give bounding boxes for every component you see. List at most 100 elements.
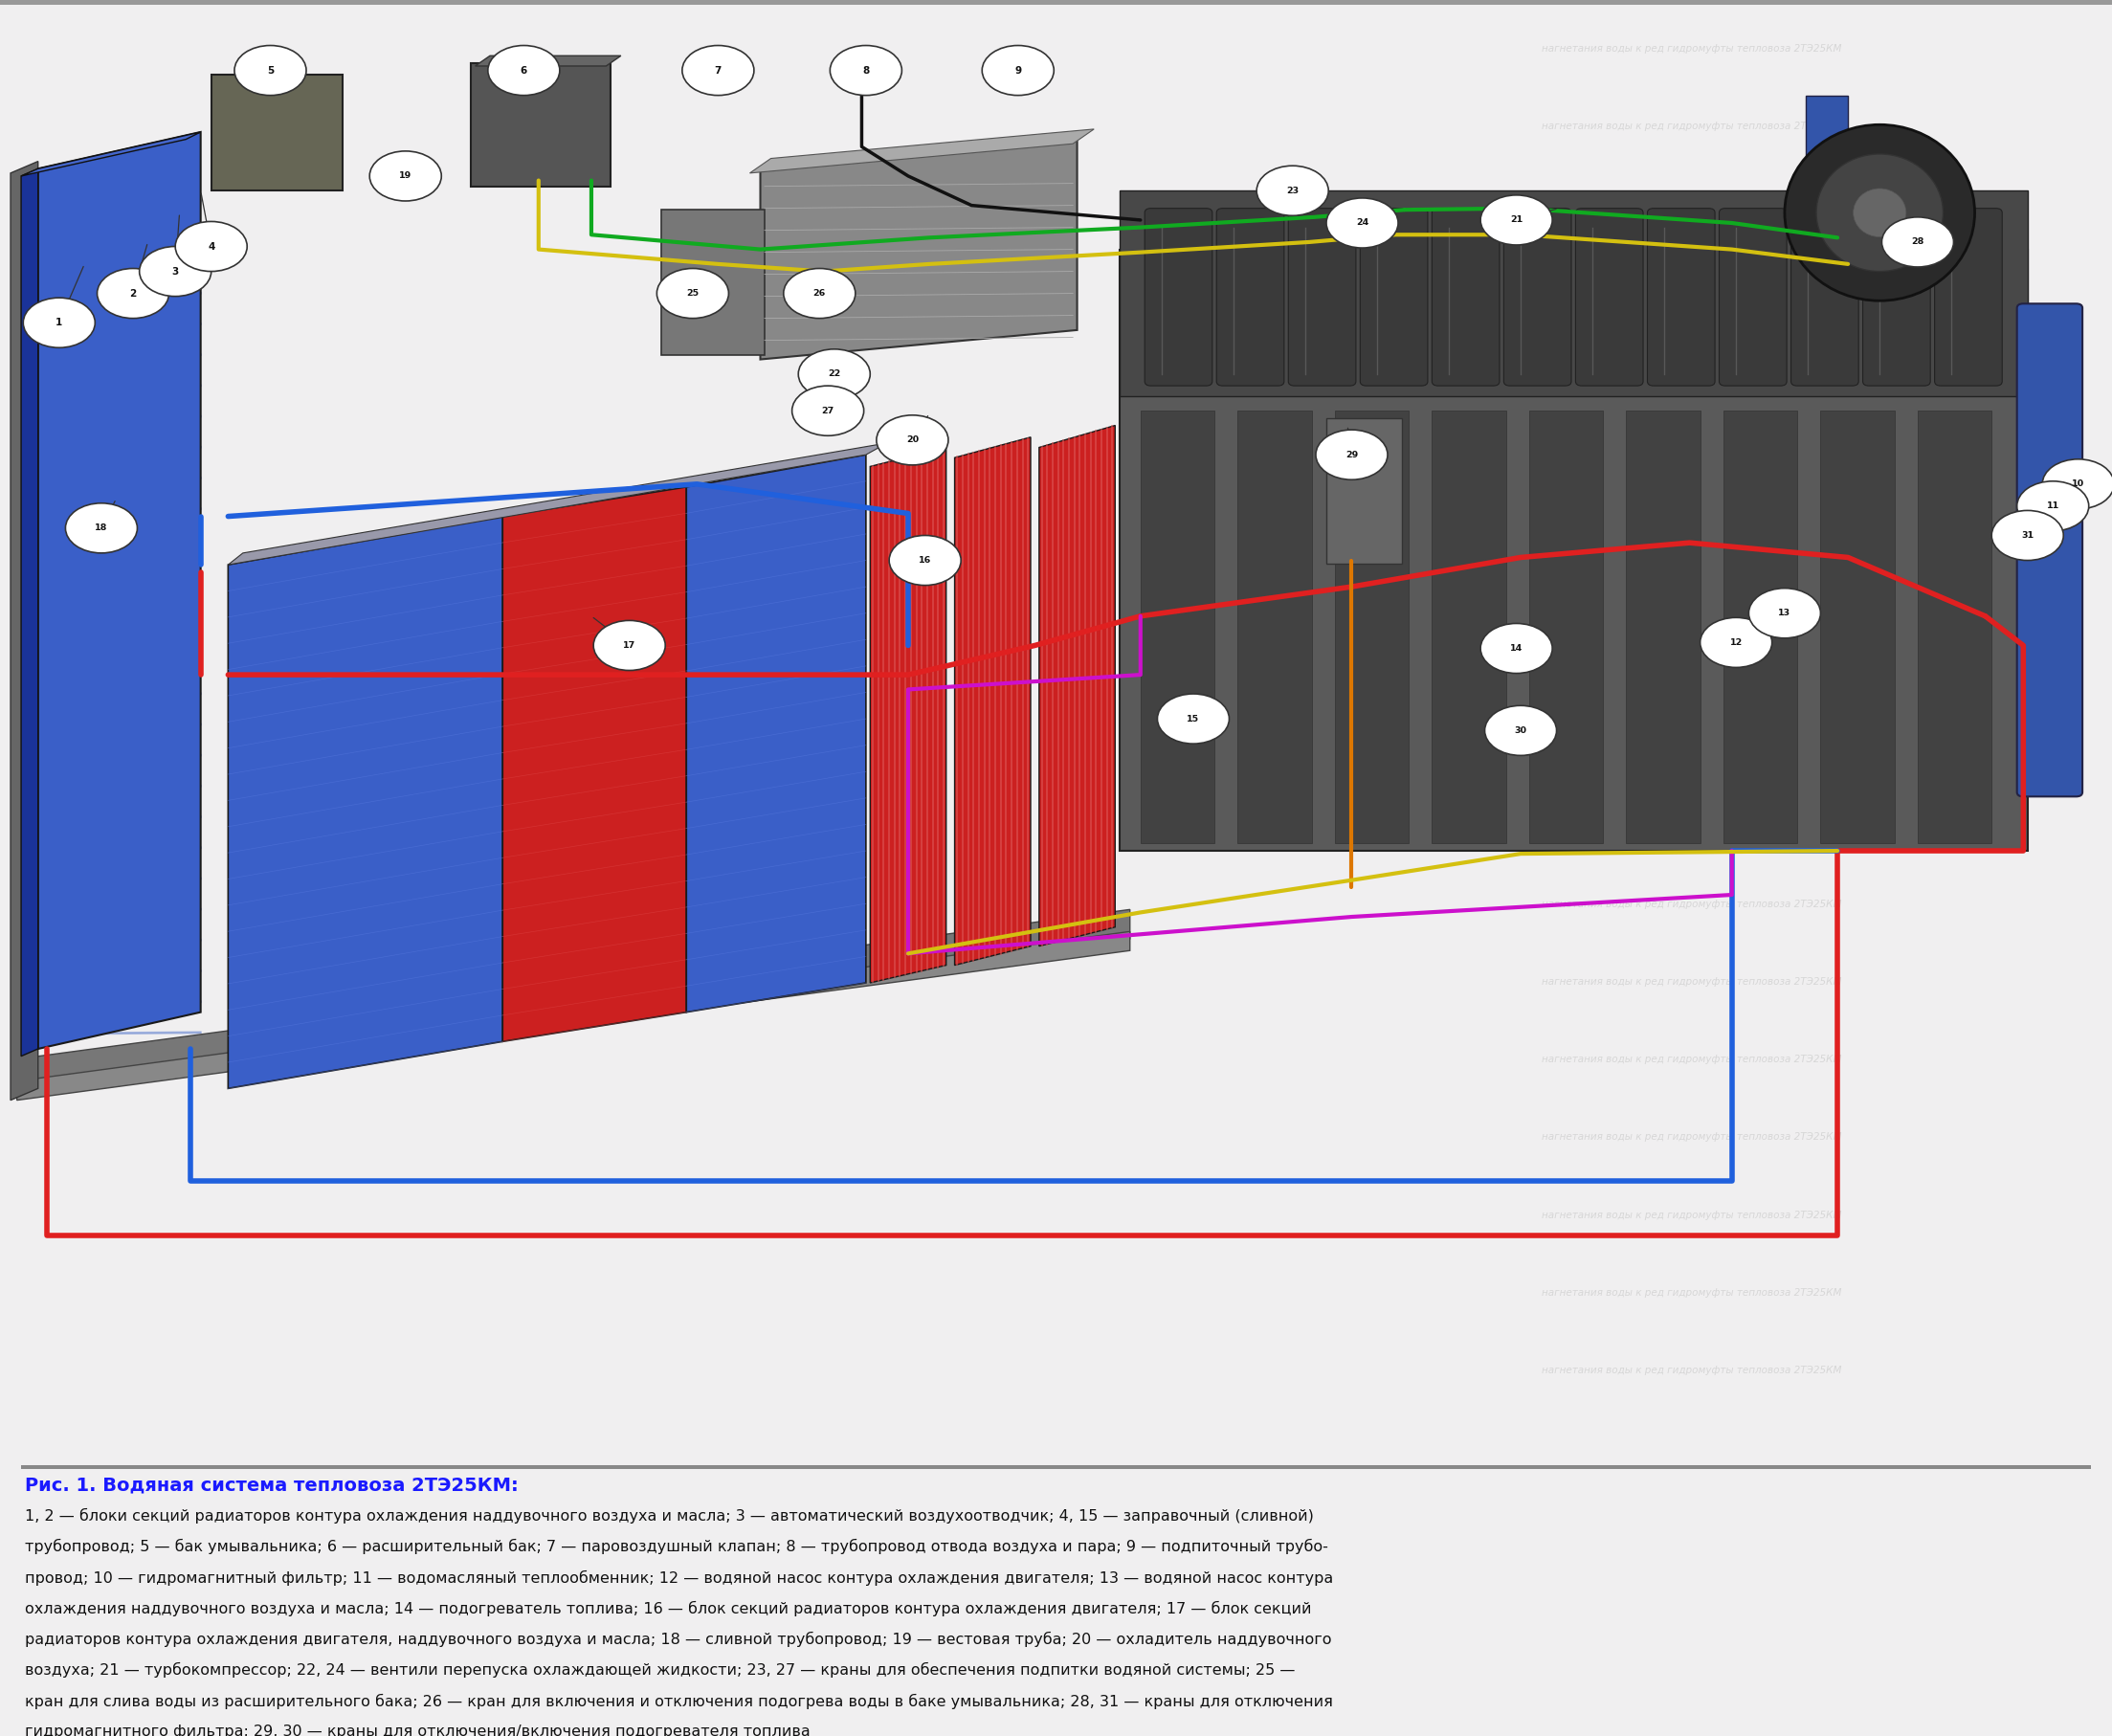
- Text: 25: 25: [686, 290, 699, 297]
- Polygon shape: [1039, 425, 1115, 946]
- Circle shape: [1257, 165, 1328, 215]
- Circle shape: [23, 299, 95, 347]
- Text: кран для слива воды из расширительного бака; 26 — кран для включения и отключени: кран для слива воды из расширительного б…: [25, 1694, 1333, 1708]
- FancyBboxPatch shape: [1504, 208, 1571, 385]
- Text: 10: 10: [2072, 479, 2085, 488]
- Circle shape: [830, 45, 902, 95]
- Text: 18: 18: [95, 524, 108, 533]
- Text: 22: 22: [828, 370, 841, 378]
- Bar: [1432, 411, 1506, 844]
- Text: 6: 6: [520, 66, 528, 75]
- Text: нагнетания воды к ред гидромуфты тепловоза 2ТЭ25КМ: нагнетания воды к ред гидромуфты теплово…: [1542, 43, 1842, 54]
- Text: гидромагнитного фильтра; 29, 30 — краны для отключения/включения подогревателя т: гидромагнитного фильтра; 29, 30 — краны …: [25, 1724, 811, 1736]
- Text: 15: 15: [1187, 715, 1200, 724]
- Text: 26: 26: [813, 290, 826, 297]
- Polygon shape: [21, 132, 201, 175]
- Text: 3: 3: [171, 267, 180, 276]
- Bar: [1918, 411, 1992, 844]
- Text: 1, 2 — блоки секций радиаторов контура охлаждения наддувочного воздуха и масла; : 1, 2 — блоки секций радиаторов контура о…: [25, 1509, 1314, 1524]
- Text: охлаждения наддувочного воздуха и масла; 14 — подогреватель топлива; 16 — блок с: охлаждения наддувочного воздуха и масла;…: [25, 1601, 1312, 1616]
- FancyBboxPatch shape: [471, 62, 610, 186]
- Text: 14: 14: [1510, 644, 1523, 653]
- Polygon shape: [686, 455, 866, 1012]
- Text: 13: 13: [1778, 609, 1791, 618]
- Polygon shape: [1806, 95, 1848, 191]
- Circle shape: [1485, 705, 1557, 755]
- Circle shape: [1992, 510, 2063, 561]
- Text: 12: 12: [1730, 639, 1742, 648]
- Bar: [1140, 411, 1214, 844]
- FancyBboxPatch shape: [1288, 208, 1356, 385]
- Circle shape: [798, 349, 870, 399]
- Text: нагнетания воды к ред гидромуфты тепловоза 2ТЭ25КМ: нагнетания воды к ред гидромуфты теплово…: [1542, 589, 1842, 597]
- Circle shape: [1316, 431, 1388, 479]
- FancyBboxPatch shape: [1863, 208, 1930, 385]
- Text: 1: 1: [55, 318, 63, 328]
- Circle shape: [370, 151, 441, 201]
- Text: 21: 21: [1510, 215, 1523, 224]
- FancyBboxPatch shape: [1432, 208, 1500, 385]
- Text: 19: 19: [399, 172, 412, 181]
- Text: 27: 27: [822, 406, 834, 415]
- Text: нагнетания воды к ред гидромуфты тепловоза 2ТЭ25КМ: нагнетания воды к ред гидромуфты теплово…: [1542, 432, 1842, 443]
- Bar: [1821, 411, 1894, 844]
- Text: нагнетания воды к ред гидромуфты тепловоза 2ТЭ25КМ: нагнетания воды к ред гидромуфты теплово…: [1542, 821, 1842, 832]
- Text: нагнетания воды к ред гидромуфты тепловоза 2ТЭ25КМ: нагнетания воды к ред гидромуфты теплово…: [1542, 510, 1842, 521]
- Bar: [1238, 411, 1312, 844]
- Circle shape: [65, 503, 137, 554]
- Circle shape: [1326, 198, 1398, 248]
- Text: 2: 2: [129, 288, 137, 299]
- Circle shape: [682, 45, 754, 95]
- Circle shape: [784, 269, 855, 318]
- Text: радиаторов контура охлаждения двигателя, наддувочного воздуха и масла; 18 — слив: радиаторов контура охлаждения двигателя,…: [25, 1632, 1333, 1647]
- Text: нагнетания воды к ред гидромуфты тепловоза 2ТЭ25КМ: нагнетания воды к ред гидромуфты теплово…: [1542, 122, 1842, 132]
- Circle shape: [175, 222, 247, 271]
- Text: 7: 7: [714, 66, 722, 75]
- Polygon shape: [750, 128, 1094, 174]
- Circle shape: [889, 535, 961, 585]
- Text: 31: 31: [2021, 531, 2034, 540]
- FancyBboxPatch shape: [1791, 208, 1859, 385]
- Text: нагнетания воды к ред гидромуфты тепловоза 2ТЭ25КМ: нагнетания воды к ред гидромуфты теплово…: [1542, 1366, 1842, 1375]
- FancyBboxPatch shape: [2017, 304, 2082, 797]
- Text: нагнетания воды к ред гидромуфты тепловоза 2ТЭ25КМ: нагнетания воды к ред гидромуфты теплово…: [1542, 667, 1842, 675]
- Ellipse shape: [1816, 155, 1943, 271]
- FancyBboxPatch shape: [1217, 208, 1284, 385]
- Bar: [1335, 411, 1409, 844]
- FancyBboxPatch shape: [1360, 208, 1428, 385]
- Ellipse shape: [1854, 189, 1907, 236]
- Circle shape: [488, 45, 560, 95]
- Text: нагнетания воды к ред гидромуфты тепловоза 2ТЭ25КМ: нагнетания воды к ред гидромуфты теплово…: [1542, 1210, 1842, 1220]
- FancyBboxPatch shape: [1719, 208, 1787, 385]
- Text: нагнетания воды к ред гидромуфты тепловоза 2ТЭ25КМ: нагнетания воды к ред гидромуфты теплово…: [1542, 354, 1842, 365]
- Polygon shape: [228, 516, 503, 1088]
- Circle shape: [139, 247, 211, 297]
- Polygon shape: [870, 448, 946, 983]
- Text: нагнетания воды к ред гидромуфты тепловоза 2ТЭ25КМ: нагнетания воды к ред гидромуфты теплово…: [1542, 1288, 1842, 1297]
- Circle shape: [982, 45, 1054, 95]
- Text: 4: 4: [207, 241, 215, 252]
- Circle shape: [2017, 481, 2089, 531]
- Circle shape: [2042, 458, 2112, 509]
- Text: 16: 16: [919, 556, 931, 564]
- Text: 17: 17: [623, 641, 636, 649]
- Text: 28: 28: [1911, 238, 1924, 247]
- Polygon shape: [503, 488, 686, 1042]
- Text: нагнетания воды к ред гидромуфты тепловоза 2ТЭ25КМ: нагнетания воды к ред гидромуфты теплово…: [1542, 1055, 1842, 1064]
- FancyBboxPatch shape: [1326, 418, 1402, 562]
- Text: 8: 8: [862, 66, 870, 75]
- Circle shape: [1157, 694, 1229, 743]
- Text: 9: 9: [1014, 66, 1022, 75]
- Circle shape: [1481, 194, 1552, 245]
- Polygon shape: [228, 443, 887, 564]
- Text: 5: 5: [266, 66, 275, 75]
- Bar: [1723, 411, 1797, 844]
- Polygon shape: [17, 932, 1130, 1101]
- Polygon shape: [21, 168, 38, 1055]
- Ellipse shape: [1785, 125, 1975, 300]
- FancyBboxPatch shape: [1576, 208, 1643, 385]
- Circle shape: [876, 415, 948, 465]
- Circle shape: [97, 269, 169, 318]
- Text: нагнетания воды к ред гидромуфты тепловоза 2ТЭ25КМ: нагнетания воды к ред гидромуфты теплово…: [1542, 200, 1842, 208]
- FancyBboxPatch shape: [1935, 208, 2002, 385]
